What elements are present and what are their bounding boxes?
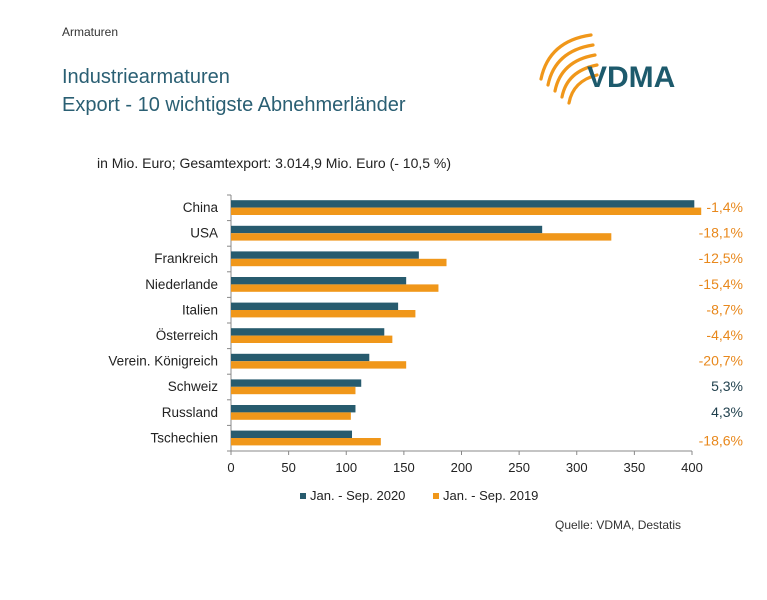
category-label: Frankreich <box>154 251 218 266</box>
category-label: Russland <box>162 405 218 420</box>
x-tick-label: 150 <box>393 460 415 475</box>
bar-2020 <box>231 277 407 285</box>
logo-text: VDMA <box>587 61 675 94</box>
change-label: -1,4% <box>706 199 743 215</box>
change-label: 5,3% <box>711 378 743 394</box>
bar-2019 <box>231 361 407 369</box>
legend-label-2019: Jan. - Sep. 2019 <box>443 488 538 503</box>
bar-2019 <box>231 386 356 395</box>
change-label: -20,7% <box>699 353 743 369</box>
bar-2019 <box>231 284 439 292</box>
change-label: -18,6% <box>699 432 743 448</box>
change-label: -4,4% <box>706 327 743 343</box>
category-label: Niederlande <box>145 277 218 292</box>
chart-subtitle: in Mio. Euro; Gesamtexport: 3.014,9 Mio.… <box>97 155 452 171</box>
change-label: -12,5% <box>699 250 743 266</box>
change-label: -15,4% <box>699 276 743 292</box>
bar-2019 <box>231 233 612 241</box>
vdma-logo: VDMA <box>539 33 675 105</box>
x-tick-label: 250 <box>508 460 530 475</box>
source-note: Quelle: VDMA, Destatis <box>555 518 682 532</box>
category-label: China <box>183 200 219 215</box>
x-tick-label: 400 <box>681 460 703 475</box>
bar-2020 <box>231 353 370 362</box>
legend-swatch-2020 <box>300 493 306 499</box>
bar-2020 <box>231 405 356 413</box>
category-label: Schweiz <box>168 379 219 394</box>
change-label: -18,1% <box>699 225 743 241</box>
x-tick-label: 100 <box>335 460 357 475</box>
category-label: USA <box>190 226 218 241</box>
change-label: 4,3% <box>711 404 743 420</box>
bar-2019 <box>231 412 351 420</box>
bar-2020 <box>231 430 353 438</box>
logo-arcs-icon <box>539 33 599 105</box>
title-line-1: Industriearmaturen <box>62 66 230 88</box>
title-line-2: Export - 10 wichtigste Abnehmerländer <box>62 94 406 116</box>
change-label: -8,7% <box>706 301 743 317</box>
legend-label-2020: Jan. - Sep. 2020 <box>310 488 405 503</box>
bar-2020 <box>231 251 419 259</box>
x-tick-label: 200 <box>451 460 473 475</box>
x-tick-label: 50 <box>281 460 295 475</box>
category-label: Österreich <box>156 328 218 343</box>
bar-2020 <box>231 225 543 234</box>
legend-swatch-2019 <box>433 493 439 499</box>
category-label: Italien <box>182 302 218 317</box>
bar-2020 <box>231 200 695 208</box>
bar-2019 <box>231 335 393 343</box>
x-tick-label: 350 <box>624 460 646 475</box>
bar-2020 <box>231 302 399 310</box>
bar-2019 <box>231 438 381 446</box>
bar-2020 <box>231 328 385 336</box>
x-tick-label: 0 <box>227 460 234 475</box>
bar-2020 <box>231 379 362 387</box>
breadcrumb: Armaturen <box>62 25 119 39</box>
category-label: Tschechien <box>150 430 218 445</box>
x-tick-label: 300 <box>566 460 588 475</box>
bar-2019 <box>231 310 416 318</box>
category-label: Verein. Königreich <box>108 354 218 369</box>
bar-2019 <box>231 258 447 267</box>
bar-2019 <box>231 207 702 215</box>
page-title: Industriearmaturen Export - 10 wichtigst… <box>62 63 406 119</box>
